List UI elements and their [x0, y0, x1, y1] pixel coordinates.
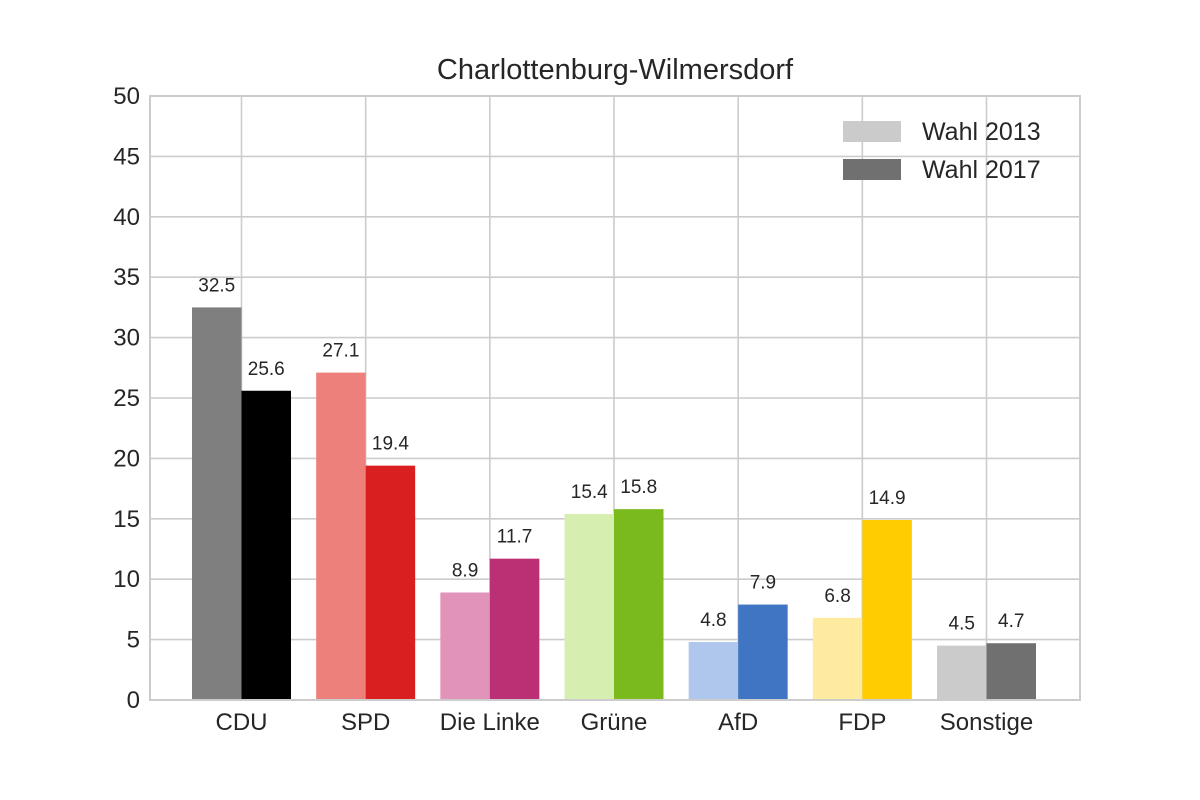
data-label: 19.4 [372, 434, 409, 455]
bar [316, 372, 366, 700]
y-tick-label: 15 [113, 506, 140, 533]
bar [192, 307, 242, 700]
x-tick-label: Grüne [581, 709, 648, 736]
bar [937, 645, 987, 700]
data-label: 14.9 [869, 488, 906, 509]
bar [986, 643, 1036, 700]
y-tick-label: 35 [113, 264, 140, 291]
x-tick-label: SPD [341, 709, 390, 736]
legend-swatch [843, 159, 901, 180]
y-tick-label: 10 [113, 566, 140, 593]
y-tick-label: 30 [113, 325, 140, 352]
bar [812, 617, 863, 700]
x-tick-label: Die Linke [440, 709, 540, 736]
bar [564, 513, 614, 700]
legend-swatch [843, 121, 901, 142]
bar [440, 592, 490, 700]
bar [241, 390, 291, 700]
bar [688, 642, 739, 700]
y-tick-label: 20 [113, 445, 140, 472]
bars-layer [192, 307, 1036, 700]
y-tick-label: 25 [113, 385, 140, 412]
data-label: 25.6 [248, 359, 285, 380]
data-label: 7.9 [750, 573, 776, 594]
bar [862, 520, 912, 700]
data-label: 4.5 [949, 614, 975, 635]
y-tick-label: 50 [113, 83, 140, 110]
x-tick-label: FDP [838, 709, 886, 736]
x-tick-label: AfD [718, 709, 758, 736]
y-tick-label: 0 [127, 687, 140, 714]
data-label: 27.1 [322, 341, 359, 362]
axis-layer: 0 5 10 15 20 25 30 35 40 45 50 CDU SPD Die Linke Grüne… [113, 83, 1081, 736]
data-label: 15.8 [620, 477, 657, 498]
y-tick-label: 45 [113, 143, 140, 170]
y-tick-label: 40 [113, 204, 140, 231]
legend: Wahl 2013 Wahl 2017 [843, 118, 1041, 184]
data-label: 8.9 [452, 560, 478, 581]
legend-label: Wahl 2013 [922, 118, 1041, 146]
legend-label: Wahl 2017 [922, 156, 1041, 184]
bar [614, 509, 664, 700]
chart-title: Charlottenburg-Wilmersdorf [437, 54, 794, 86]
data-label: 4.8 [700, 610, 726, 631]
bar [365, 465, 416, 700]
labels-layer: 32.5 27.1 8.9 15.4 4.8 6.8 4.5 25.6 19.4 11.7 15.8… [198, 275, 1024, 634]
data-label: 32.5 [198, 275, 235, 296]
x-tick-label: Sonstige [940, 709, 1033, 736]
data-label: 6.8 [824, 586, 850, 607]
bar [738, 604, 788, 700]
y-tick-label: 5 [127, 627, 140, 654]
x-tick-label: CDU [216, 709, 268, 736]
bar [489, 558, 540, 700]
data-label: 4.7 [998, 611, 1024, 632]
data-label: 11.7 [497, 527, 533, 548]
plot-frame [149, 95, 1081, 701]
data-label: 15.4 [571, 482, 608, 503]
